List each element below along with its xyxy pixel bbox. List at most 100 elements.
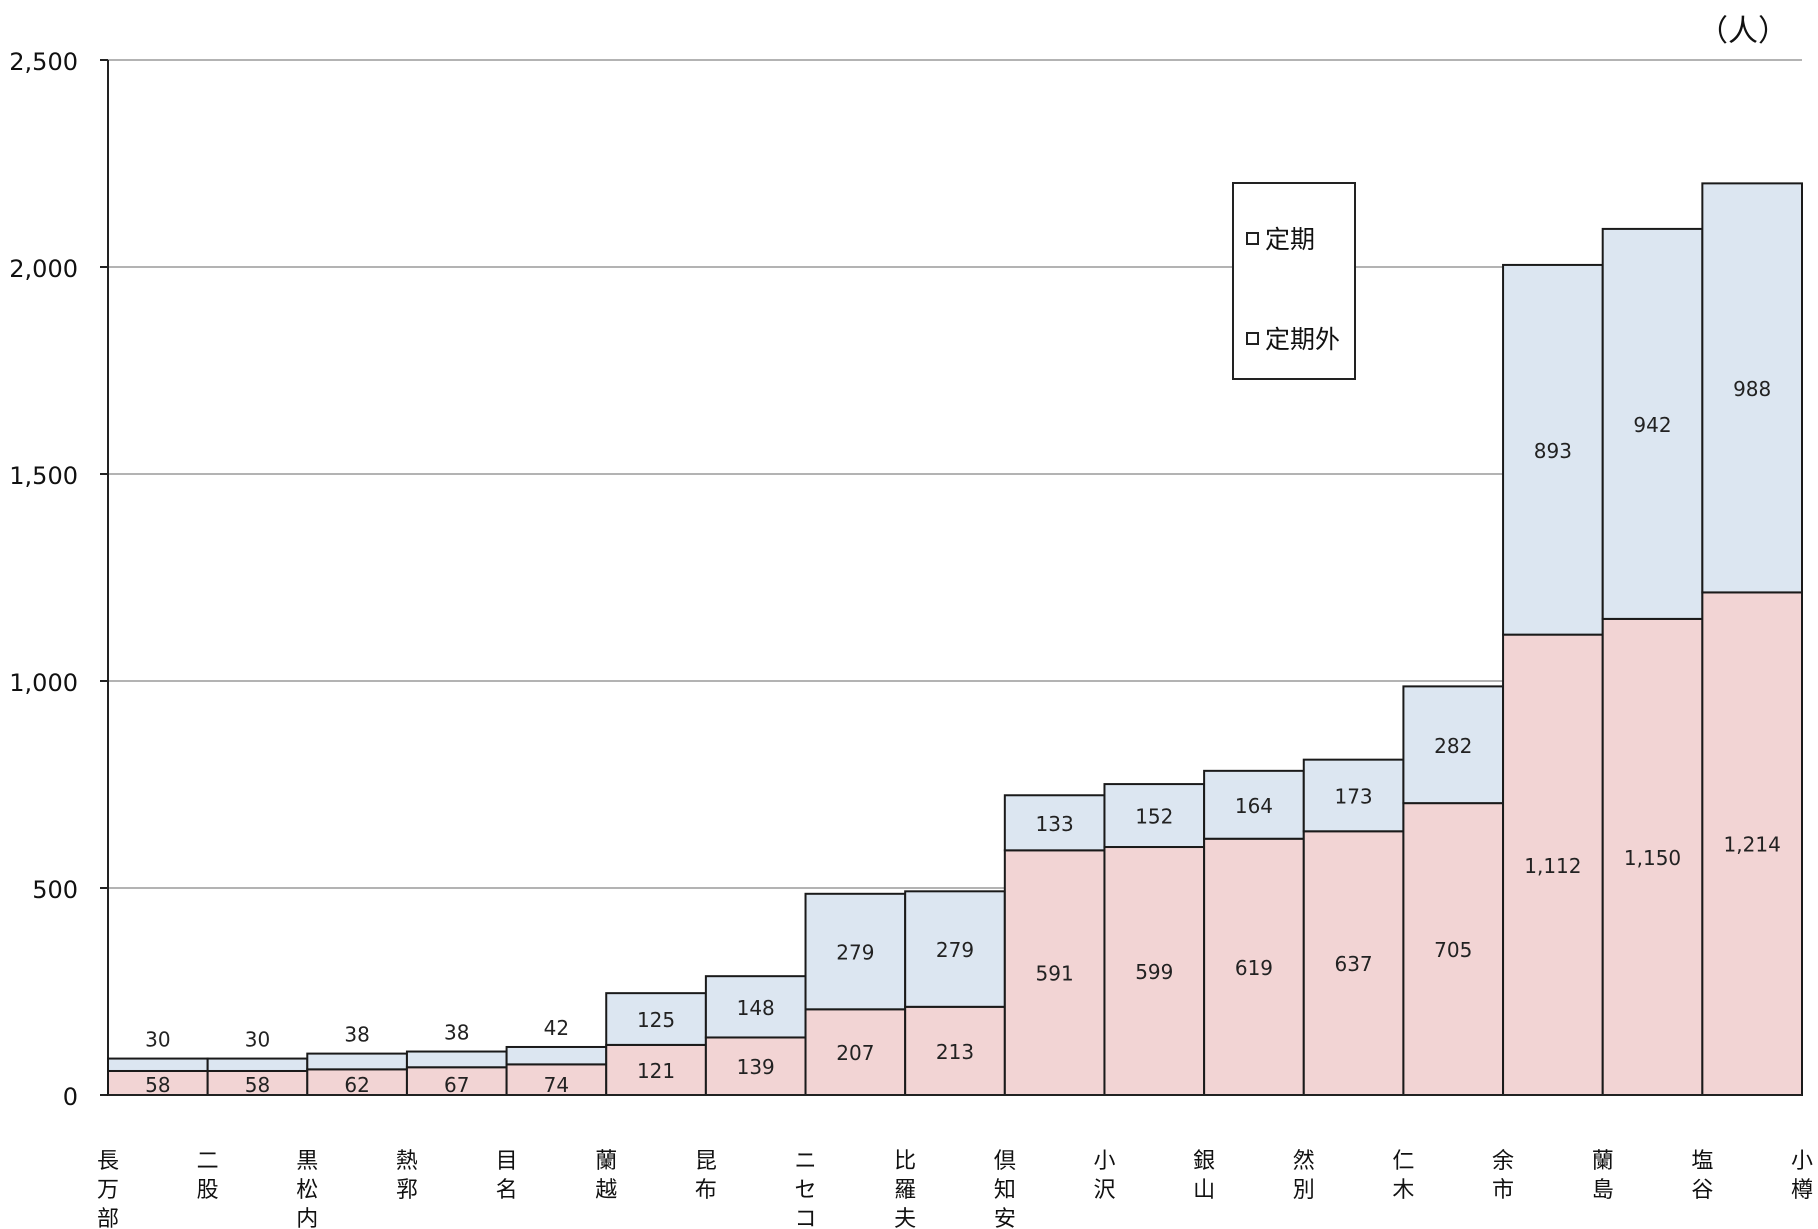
bar-segment-non-regular [1701,591,1803,1096]
x-tick-label: 然 [1293,1149,1315,1174]
x-tick-label: 松 [296,1178,318,1203]
x-tick-label: 仁 [1392,1149,1414,1174]
x-tick-label: 木 [1392,1178,1414,1203]
x-tick-label: 目 [496,1149,518,1174]
data-label-regular: 279 [936,938,974,962]
bar-segment-regular [1502,263,1604,636]
x-tick-label: 小 [1791,1149,1813,1174]
data-label-non-regular: 599 [1135,960,1173,984]
data-label-non-regular: 213 [936,1040,974,1064]
x-tick-label: コ [795,1207,817,1229]
bar-segment-regular [1203,769,1305,840]
x-tick-label: 郛 [396,1178,418,1203]
data-label-regular: 279 [836,941,874,965]
x-tick-label: 別 [1293,1178,1315,1203]
bar-segment-regular [1701,182,1803,594]
x-tick-label: 倶 [994,1149,1016,1174]
x-tick-label: ニ [795,1149,817,1174]
x-tick-label: 昆 [695,1149,717,1174]
bars [107,182,1803,1097]
data-label-non-regular: 705 [1434,938,1472,962]
data-label-regular: 942 [1633,413,1671,437]
x-tick-label: 長 [97,1149,119,1174]
x-axis: 長万部 二股 黒松内 熱郛 目名 蘭越 昆布 ニセコ 比羅夫 倶知安 小沢 銀山 然別 仁木 余市 蘭島 塩谷 小… [97,1094,1813,1229]
data-label-non-regular: 619 [1235,956,1273,980]
legend-swatch-non-regular [1246,331,1259,345]
value-labels: 58 30 58 30 62 38 67 38 74 42 121 125 139 148 207 279 21… [145,377,1781,1097]
y-tick-label: 1,000 [9,669,78,697]
data-label-non-regular: 637 [1334,952,1372,976]
bar-segment-regular [505,1045,608,1066]
data-label-regular: 893 [1534,439,1572,463]
data-label-regular: 38 [444,1021,469,1045]
bar-segment-non-regular [605,1043,707,1097]
data-label-regular: 164 [1235,794,1273,818]
legend-item-regular: 定期 [1246,220,1315,256]
bar-segment-regular [605,992,707,1046]
x-tick-label: 樽 [1791,1178,1813,1203]
y-axis: 0 500 1,000 1,500 2,000 2,500 [9,48,109,1111]
bar-segment-non-regular [1402,802,1505,1096]
data-label-regular: 30 [145,1028,170,1052]
y-tick-label: 2,000 [9,255,78,283]
x-tick-label: 蘭 [1592,1149,1614,1174]
legend: 定期 定期外 [1232,182,1356,380]
bar-segment-regular [1302,758,1405,833]
data-label-regular: 148 [737,996,775,1020]
data-label-regular: 133 [1036,812,1074,836]
bar-segment-non-regular [1003,849,1106,1096]
data-label-regular: 282 [1434,734,1472,758]
data-label-non-regular: 139 [737,1055,775,1079]
bar-segment-regular [1003,794,1106,852]
x-tick-label: 二 [197,1149,219,1174]
bar-segment-non-regular [505,1063,608,1097]
data-label-regular: 173 [1334,784,1372,808]
x-tick-label: 蘭 [595,1149,617,1174]
data-label-regular: 38 [344,1023,369,1047]
y-tick-label: 1,500 [9,462,78,490]
data-label-non-regular: 1,214 [1724,833,1781,857]
x-tick-label: 安 [994,1207,1016,1229]
legend-item-non-regular: 定期外 [1246,320,1340,356]
y-tick-label: 2,500 [9,48,78,76]
x-tick-label: 塩 [1691,1149,1713,1174]
data-label-non-regular: 121 [637,1059,675,1083]
x-tick-label: 市 [1492,1178,1514,1203]
data-label-non-regular: 591 [1036,962,1074,986]
x-tick-label: 谷 [1691,1178,1713,1203]
x-tick-label: 黒 [296,1149,318,1174]
x-tick-label: 羅 [894,1178,916,1203]
x-tick-label: 熱 [396,1149,418,1174]
x-tick-label: 越 [595,1178,617,1203]
x-tick-label: 夫 [894,1207,916,1229]
data-label-regular: 125 [637,1008,675,1032]
x-tick-label: 比 [894,1149,916,1174]
legend-swatch-regular [1246,231,1259,245]
bar-segment-non-regular [107,1069,209,1097]
bar-segment-regular [206,1057,309,1072]
bar-segment-regular [107,1057,209,1072]
bar-segment-regular [1402,685,1505,805]
x-tick-label: 島 [1592,1178,1614,1203]
data-label-regular: 30 [245,1028,270,1052]
x-tick-label: 内 [296,1207,318,1229]
x-tick-label: 余 [1492,1149,1514,1174]
bar-segment-regular [405,1050,508,1069]
x-tick-label: 知 [994,1178,1016,1203]
x-tick-label: 小 [1093,1149,1115,1174]
x-tick-label: 布 [695,1178,717,1203]
x-tick-label: 山 [1193,1178,1215,1203]
data-label-non-regular: 207 [836,1041,874,1065]
data-label-regular: 152 [1135,805,1173,829]
data-label-non-regular: 67 [444,1073,469,1097]
x-tick-label: 銀 [1193,1149,1215,1174]
data-label-regular: 988 [1733,377,1771,401]
bar-segment-non-regular [1103,846,1206,1096]
legend-label-regular: 定期 [1265,225,1316,254]
bar-segment-regular [904,890,1006,1008]
bar-segment-non-regular [1203,837,1305,1096]
data-label-regular: 42 [544,1016,569,1040]
y-tick-label: 0 [63,1083,78,1111]
x-tick-label: 沢 [1093,1178,1115,1203]
